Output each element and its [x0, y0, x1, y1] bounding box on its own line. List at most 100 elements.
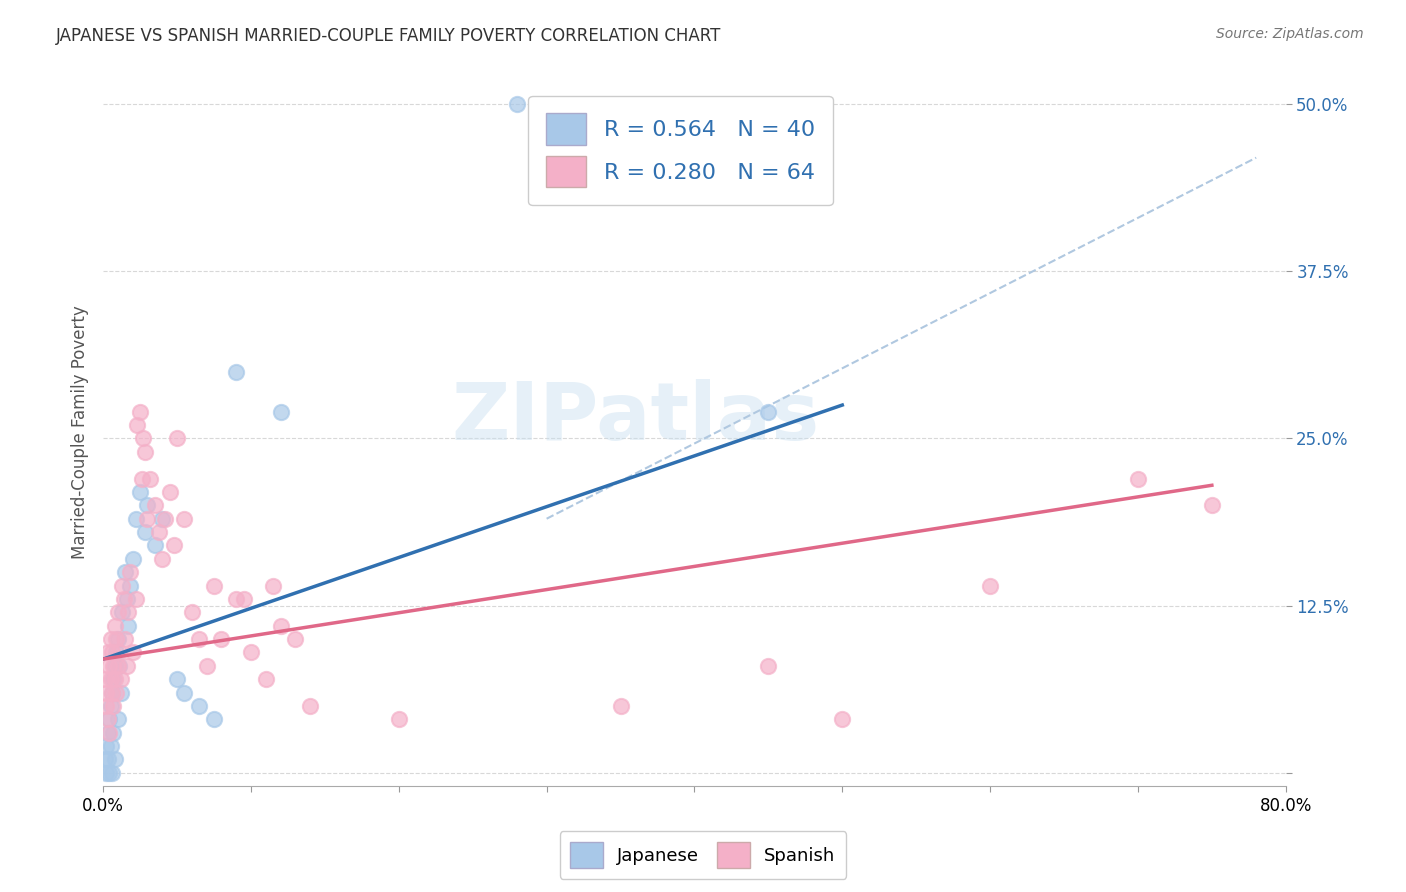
Point — [270, 405, 292, 419]
Point — [150, 551, 173, 566]
Point — [103, 725, 125, 739]
Point — [188, 698, 211, 713]
Point — [94, 698, 117, 713]
Point — [100, 739, 122, 753]
Point — [94, 739, 117, 753]
Point — [104, 618, 127, 632]
Point — [98, 725, 121, 739]
Point — [506, 97, 529, 112]
Point — [104, 752, 127, 766]
Point — [94, 765, 117, 780]
Point — [202, 712, 225, 726]
Point — [103, 698, 125, 713]
Point — [979, 578, 1001, 592]
Point — [93, 752, 115, 766]
Point — [756, 405, 779, 419]
Point — [118, 565, 141, 579]
Point — [129, 485, 152, 500]
Point — [131, 472, 153, 486]
Point — [115, 591, 138, 606]
Point — [127, 418, 149, 433]
Point — [173, 685, 195, 699]
Point — [756, 658, 779, 673]
Point — [299, 698, 322, 713]
Point — [115, 658, 138, 673]
Point — [97, 725, 120, 739]
Point — [180, 605, 202, 619]
Point — [117, 605, 139, 619]
Point — [98, 712, 121, 726]
Point — [107, 658, 129, 673]
Point — [121, 551, 143, 566]
Point — [166, 672, 188, 686]
Point — [105, 685, 128, 699]
Point — [209, 632, 232, 646]
Point — [195, 658, 218, 673]
Point — [100, 632, 122, 646]
Point — [104, 672, 127, 686]
Point — [101, 765, 124, 780]
Point — [107, 605, 129, 619]
Point — [134, 445, 156, 459]
Point — [97, 645, 120, 659]
Point — [284, 632, 307, 646]
Point — [97, 752, 120, 766]
Point — [262, 578, 284, 592]
Point — [110, 672, 132, 686]
Point — [105, 645, 128, 659]
Point — [111, 578, 134, 592]
Point — [155, 512, 177, 526]
Point — [232, 591, 254, 606]
Point — [143, 538, 166, 552]
Point — [112, 591, 135, 606]
Point — [132, 432, 155, 446]
Point — [98, 658, 121, 673]
Point — [118, 578, 141, 592]
Point — [107, 632, 129, 646]
Point — [202, 578, 225, 592]
Point — [121, 645, 143, 659]
Point — [254, 672, 277, 686]
Point — [110, 685, 132, 699]
Point — [1126, 472, 1149, 486]
Text: ZIPatlas: ZIPatlas — [451, 378, 820, 457]
Point — [114, 565, 136, 579]
Point — [108, 658, 131, 673]
Point — [609, 698, 631, 713]
Point — [188, 632, 211, 646]
Point — [136, 499, 159, 513]
Point — [163, 538, 186, 552]
Point — [100, 672, 122, 686]
Point — [159, 485, 181, 500]
Text: JAPANESE VS SPANISH MARRIED-COUPLE FAMILY POVERTY CORRELATION CHART: JAPANESE VS SPANISH MARRIED-COUPLE FAMIL… — [56, 27, 721, 45]
Point — [101, 645, 124, 659]
Y-axis label: Married-Couple Family Poverty: Married-Couple Family Poverty — [72, 305, 89, 558]
Point — [124, 512, 146, 526]
Point — [124, 591, 146, 606]
Point — [388, 712, 411, 726]
Point — [117, 618, 139, 632]
Point — [103, 658, 125, 673]
Point — [94, 685, 117, 699]
Point — [166, 432, 188, 446]
Legend: Japanese, Spanish: Japanese, Spanish — [560, 831, 846, 879]
Point — [270, 618, 292, 632]
Point — [101, 685, 124, 699]
Point — [111, 605, 134, 619]
Point — [100, 698, 122, 713]
Point — [1201, 499, 1223, 513]
Point — [136, 512, 159, 526]
Point — [225, 365, 247, 379]
Point — [98, 765, 121, 780]
Point — [97, 712, 120, 726]
Point — [134, 525, 156, 540]
Point — [129, 405, 152, 419]
Point — [105, 632, 128, 646]
Point — [139, 472, 162, 486]
Point — [143, 499, 166, 513]
Point — [107, 712, 129, 726]
Point — [831, 712, 853, 726]
Point — [239, 645, 262, 659]
Point — [104, 658, 127, 673]
Point — [93, 672, 115, 686]
